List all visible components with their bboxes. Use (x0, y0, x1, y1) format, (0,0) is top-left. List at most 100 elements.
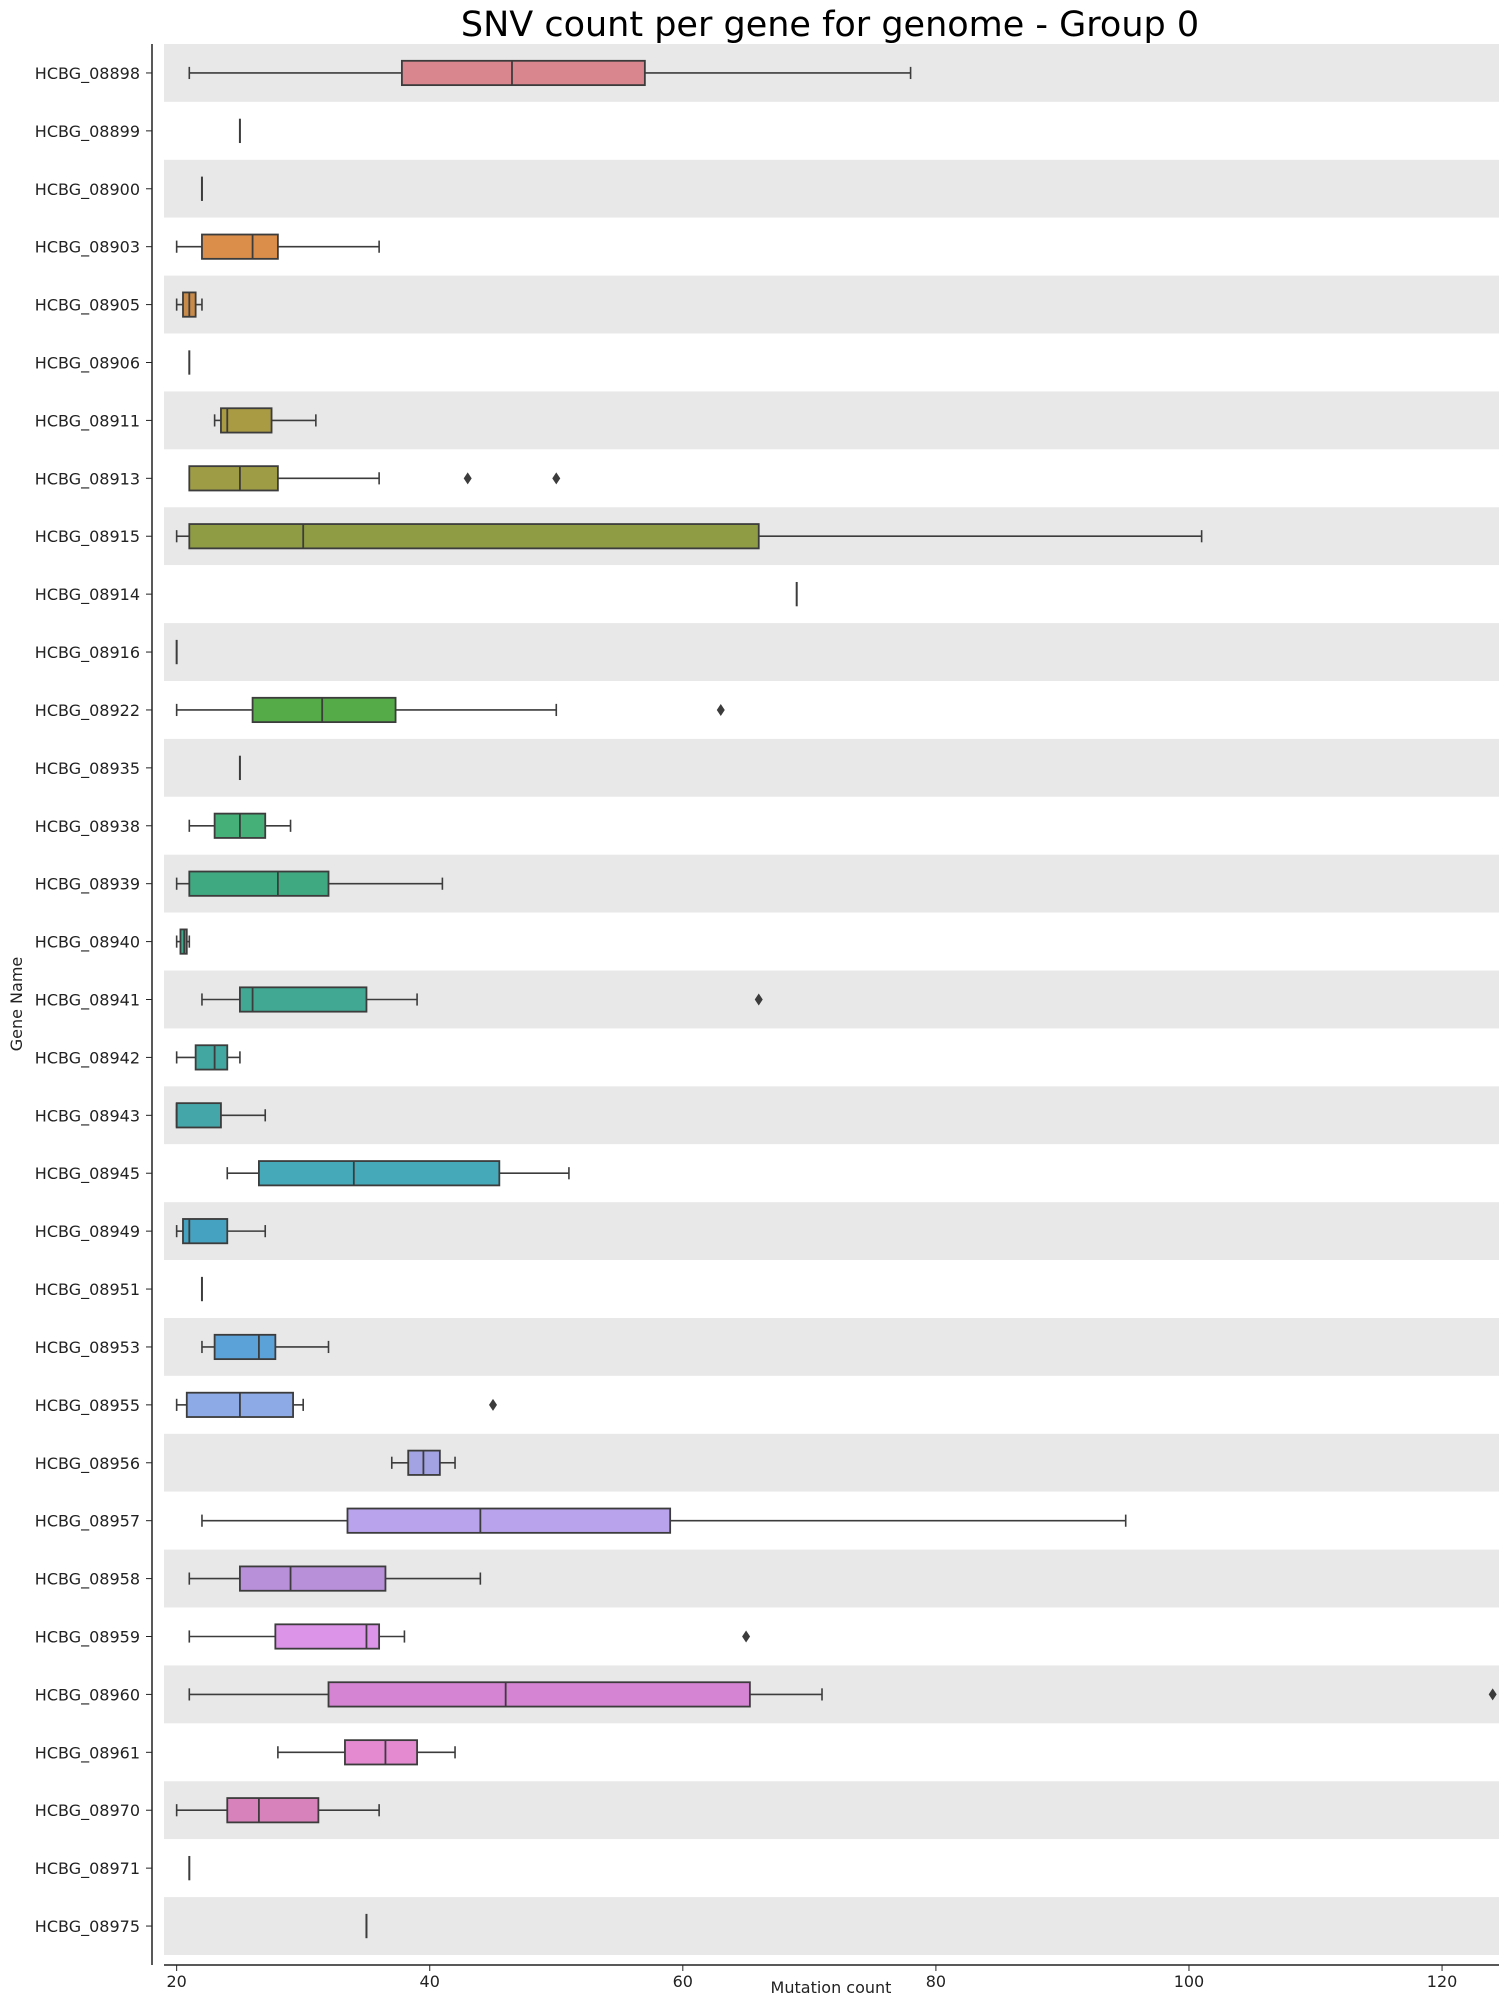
y-tick-label: HCBG_08935 (35, 759, 140, 779)
y-tick-label: HCBG_08906 (35, 354, 140, 374)
y-tick-label: HCBG_08916 (35, 643, 140, 663)
row-band (164, 623, 1499, 681)
iqr-box (188, 465, 279, 492)
iqr-box (220, 407, 273, 434)
outlier-point (1488, 1688, 1497, 1701)
y-tick-label: HCBG_08941 (35, 991, 140, 1011)
outlier-point (742, 1630, 751, 1643)
y-tick-label: HCBG_08945 (35, 1164, 140, 1184)
gene-box-hcbg_08949 (175, 1218, 267, 1245)
gene-box-hcbg_08940 (175, 928, 191, 955)
iqr-box (182, 1218, 229, 1245)
row-band (164, 1781, 1499, 1840)
gene-box-hcbg_08943 (175, 1102, 267, 1129)
y-tick-label: HCBG_08949 (35, 1222, 140, 1242)
y-tick-label: HCBG_08938 (35, 817, 140, 837)
iqr-box (226, 1797, 320, 1824)
gene-box-hcbg_08945 (226, 1160, 570, 1187)
iqr-box (344, 1739, 418, 1766)
row-band (164, 1202, 1499, 1261)
iqr-box (188, 870, 330, 897)
x-tick-labels: 20 40 60 80 100 120 (166, 1965, 1457, 1991)
row-band (164, 1375, 1499, 1434)
gene-box-hcbg_08958 (188, 1565, 482, 1592)
gene-box-hcbg_08953 (201, 1333, 330, 1361)
iqr-box (239, 1565, 387, 1592)
y-tick-label: HCBG_08960 (35, 1685, 140, 1705)
y-tick-label: HCBG_08898 (35, 64, 140, 84)
y-tick-label: HCBG_08956 (35, 1454, 140, 1474)
gene-box-hcbg_08959 (188, 1623, 751, 1650)
row-band (164, 449, 1499, 508)
x-tick-label: 40 (420, 1972, 440, 1991)
gene-box-hcbg_08970 (175, 1797, 380, 1824)
y-tick-label: HCBG_08958 (35, 1570, 140, 1590)
iqr-box (400, 59, 646, 87)
row-band (164, 1433, 1499, 1492)
y-tick-label: HCBG_08899 (35, 122, 140, 142)
row-band (164, 217, 1499, 276)
row-band (164, 275, 1499, 334)
y-tick-label: HCBG_08905 (35, 296, 140, 316)
gene-box-hcbg_08957 (201, 1507, 1127, 1534)
x-tick-label: 120 (1427, 1972, 1458, 1991)
row-band (164, 565, 1499, 624)
y-axis-label: Gene Name (7, 957, 26, 1052)
row-band (164, 1318, 1499, 1376)
iqr-box (346, 1507, 672, 1534)
y-tick-label: HCBG_08939 (35, 875, 140, 895)
gene-box-hcbg_08941 (201, 986, 763, 1013)
y-tick-labels: HCBG_08898 HCBG_08899 HCBG_08900 HCBG_08903… (35, 64, 152, 1937)
gene-box-hcbg_08898 (188, 59, 912, 87)
y-tick-label: HCBG_08913 (35, 469, 140, 489)
row-bands (164, 44, 1499, 1955)
outlier-point (552, 472, 561, 485)
row-band (164, 1086, 1499, 1145)
iqr-box (201, 233, 279, 260)
y-tick-label: HCBG_08940 (35, 933, 140, 953)
row-band (164, 912, 1499, 971)
chart-title: SNV count per gene for genome - Group 0 (461, 5, 1199, 45)
gene-box-hcbg_08913 (188, 465, 561, 492)
gene-box-hcbg_08961 (277, 1739, 456, 1766)
x-axis-label: Mutation count (771, 1978, 892, 1996)
row-band (164, 1897, 1499, 1955)
iqr-box (175, 1102, 222, 1129)
y-tick-label: HCBG_08955 (35, 1396, 140, 1416)
outlier-point (463, 472, 472, 485)
row-band (164, 101, 1499, 160)
row-band (164, 1839, 1499, 1898)
x-tick-label: 80 (926, 1972, 946, 1991)
row-band (164, 159, 1499, 218)
y-tick-label: HCBG_08914 (35, 585, 140, 605)
row-band (164, 796, 1499, 855)
outlier-point (754, 993, 763, 1006)
y-tick-label: HCBG_08953 (35, 1338, 140, 1358)
box-series (175, 59, 1497, 1939)
y-tick-label: HCBG_08942 (35, 1048, 140, 1068)
y-tick-label: HCBG_08957 (35, 1512, 140, 1532)
y-tick-label: HCBG_08970 (35, 1801, 140, 1821)
y-tick-label: HCBG_08922 (35, 701, 140, 721)
x-tick-label: 20 (166, 1972, 186, 1991)
iqr-box (274, 1623, 381, 1650)
row-band (164, 333, 1499, 392)
y-tick-label: HCBG_08951 (35, 1280, 140, 1300)
gene-box-hcbg_08939 (175, 870, 444, 897)
row-band (164, 391, 1499, 450)
y-tick-label: HCBG_08959 (35, 1628, 140, 1648)
iqr-box (258, 1160, 501, 1187)
gene-box-hcbg_08955 (175, 1391, 498, 1418)
gene-box-hcbg_08960 (188, 1681, 1497, 1708)
gene-box-hcbg_08942 (175, 1044, 241, 1071)
gene-box-hcbg_08915 (175, 523, 1203, 550)
row-band (164, 1028, 1499, 1087)
y-tick-label: HCBG_08915 (35, 527, 140, 547)
gene-box-hcbg_08911 (213, 407, 317, 434)
iqr-box (213, 1333, 277, 1361)
iqr-box (194, 1044, 229, 1071)
outlier-point (716, 703, 725, 716)
iqr-box (239, 986, 368, 1013)
y-tick-label: HCBG_08903 (35, 238, 140, 258)
